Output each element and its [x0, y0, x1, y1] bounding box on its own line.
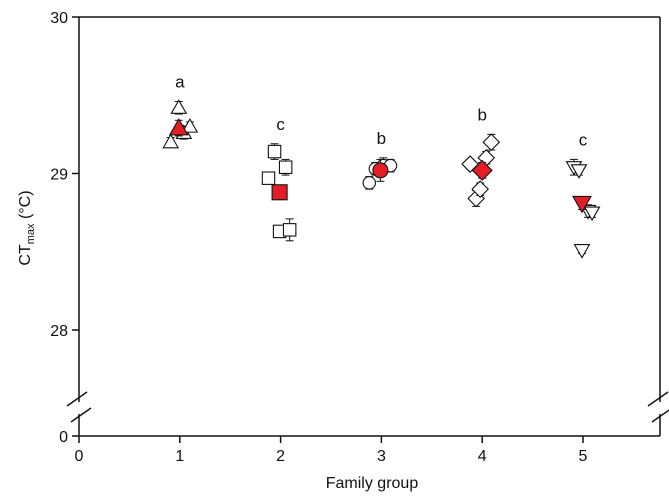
axis-break-mark [70, 407, 92, 423]
x-tick-label: 0 [75, 448, 84, 465]
mean-point [372, 162, 389, 179]
family-group-3 [362, 157, 398, 190]
individual-point [278, 160, 293, 174]
mean-point [271, 184, 288, 201]
y-axis-title-subscript: max [25, 223, 37, 244]
x-tick-label: 4 [478, 448, 487, 465]
mean-point [471, 159, 493, 181]
y-tick-label: 28 [50, 323, 68, 340]
y-tick-label: 30 [50, 10, 68, 27]
y-axis-title-main: CT [17, 244, 34, 266]
marks-group [162, 99, 601, 259]
x-tick-label: 3 [377, 448, 386, 465]
mean-point [168, 118, 189, 136]
x-tick-label: 1 [175, 448, 184, 465]
individual-point [362, 176, 377, 190]
individual-point [570, 164, 588, 179]
y-axis-title: CTmax (°C) [17, 190, 37, 265]
y-tick-label: 0 [59, 429, 68, 446]
individual-point [181, 118, 199, 133]
significance-letter: c [276, 115, 285, 134]
individual-point [573, 244, 591, 259]
individual-point [170, 99, 188, 114]
axes-group [66, 16, 669, 443]
labels-group: 0 1 2 3 4 5 0 28 29 30 a c b b c [50, 10, 588, 465]
individual-point [261, 171, 276, 185]
family-group-1 [162, 99, 199, 149]
x-tick-label: 2 [276, 448, 285, 465]
significance-letter: b [477, 105, 486, 124]
individual-point [267, 144, 282, 159]
significance-letter: a [175, 73, 185, 92]
significance-letter: b [377, 129, 386, 148]
x-tick-label: 5 [579, 448, 588, 465]
individual-point [282, 223, 297, 237]
individual-point [482, 133, 501, 152]
significance-letter: c [579, 130, 588, 149]
y-tick-label: 29 [50, 167, 68, 184]
mean-point [572, 195, 592, 214]
family-group-5 [565, 158, 601, 259]
individual-point [583, 206, 601, 222]
family-group-4 [461, 133, 501, 208]
family-group-2 [261, 143, 297, 242]
x-axis-title: Family group [326, 475, 419, 492]
y-axis-title-unit: (°C) [17, 190, 34, 223]
axis-break-mark [66, 391, 88, 407]
individual-point [471, 180, 490, 198]
axis-break-mark [647, 391, 669, 407]
individual-point [162, 133, 180, 149]
